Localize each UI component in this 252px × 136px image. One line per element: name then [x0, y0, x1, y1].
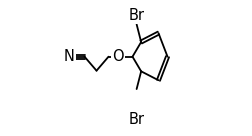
Text: Br: Br [128, 112, 144, 127]
Text: O: O [112, 49, 123, 64]
Text: Br: Br [128, 8, 144, 23]
Text: N: N [64, 49, 75, 64]
